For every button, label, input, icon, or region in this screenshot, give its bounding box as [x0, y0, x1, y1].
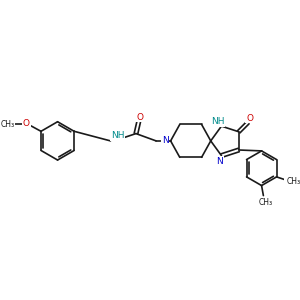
Text: O: O	[23, 118, 30, 127]
Text: CH₃: CH₃	[258, 198, 272, 207]
Text: N: N	[216, 157, 223, 166]
Text: O: O	[136, 113, 143, 122]
Text: CH₃: CH₃	[287, 177, 300, 186]
Text: N: N	[162, 136, 169, 146]
Text: NH: NH	[111, 131, 124, 140]
Text: NH: NH	[211, 117, 224, 126]
Text: O: O	[246, 114, 253, 123]
Text: CH₃: CH₃	[0, 119, 14, 128]
